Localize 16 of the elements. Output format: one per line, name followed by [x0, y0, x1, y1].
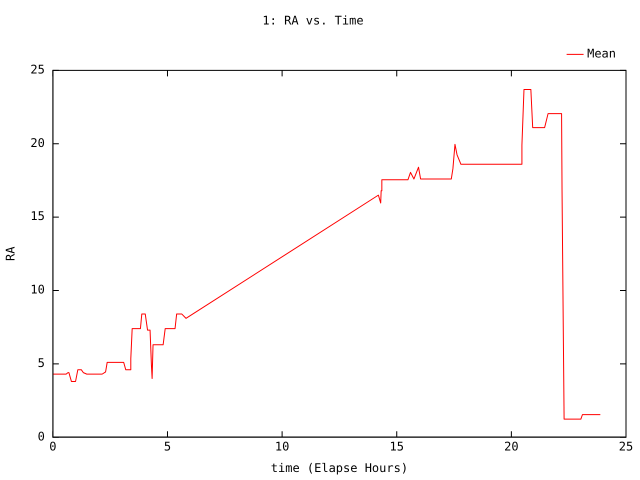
y-axis-title: RA: [3, 246, 18, 262]
y-tick-label: 0: [38, 429, 45, 444]
chart-title: 1: RA vs. Time: [262, 13, 364, 28]
x-tick-label: 15: [390, 440, 404, 454]
x-tick-label: 20: [504, 440, 519, 454]
y-tick-label: 25: [30, 62, 45, 77]
x-tick-label: 25: [618, 440, 634, 454]
x-tick-label: 0: [49, 440, 56, 454]
x-tick-label: 5: [164, 440, 172, 454]
x-axis-title: time (Elapse Hours): [270, 460, 408, 475]
y-tick-label: 15: [30, 209, 45, 224]
x-tick-label: 10: [274, 440, 290, 454]
y-tick-label: 10: [30, 282, 45, 297]
legend-label: Mean: [587, 46, 616, 61]
y-tick-label: 20: [30, 136, 45, 150]
y-tick-label: 5: [38, 356, 45, 370]
